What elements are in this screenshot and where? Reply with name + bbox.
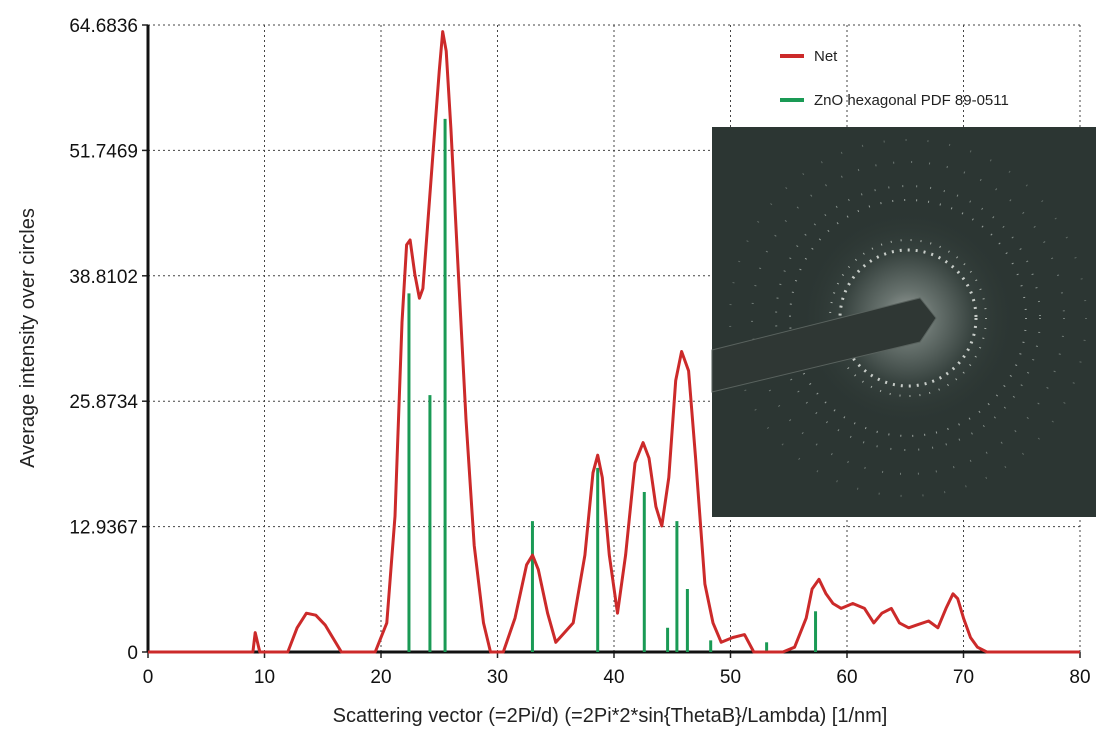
series-line-net <box>148 30 1080 654</box>
x-tick-label: 10 <box>254 667 275 688</box>
x-tick-label: 60 <box>836 667 857 688</box>
x-tick-label: 30 <box>487 667 508 688</box>
x-tick-label: 70 <box>953 667 974 688</box>
y-tick-label: 12.9367 <box>69 518 138 539</box>
diffraction-pattern-image <box>711 127 1096 517</box>
x-tick-label: 0 <box>143 667 154 688</box>
x-tick-label: 20 <box>370 667 391 688</box>
reference-sticks <box>407 118 818 652</box>
x-axis-title: Scattering vector (=2Pi/d) (=2Pi*2*sin{T… <box>333 705 888 727</box>
y-tick-label: 64.6836 <box>69 16 138 37</box>
y-axis-title: Average intensity over circles <box>17 208 39 468</box>
x-tick-labels: 0 10 20 30 40 50 60 70 80 <box>143 667 1091 688</box>
y-tick-labels: 0 12.9367 25.8734 38.8102 51.7469 64.6836 <box>69 16 138 664</box>
x-tick-label: 50 <box>720 667 741 688</box>
legend-label: ZnO hexagonal PDF 89-0511 <box>814 92 1009 109</box>
x-tick-label: 40 <box>603 667 624 688</box>
legend-label: Net <box>814 48 838 65</box>
x-tick-label: 80 <box>1069 667 1090 688</box>
y-tick-label: 0 <box>127 643 138 664</box>
y-tick-label: 51.7469 <box>69 141 138 162</box>
series-lines <box>148 30 1080 654</box>
legend: Net ZnO hexagonal PDF 89-0511 <box>780 48 1009 109</box>
y-tick-label: 38.8102 <box>69 267 138 288</box>
y-tick-label: 25.8734 <box>69 392 138 413</box>
